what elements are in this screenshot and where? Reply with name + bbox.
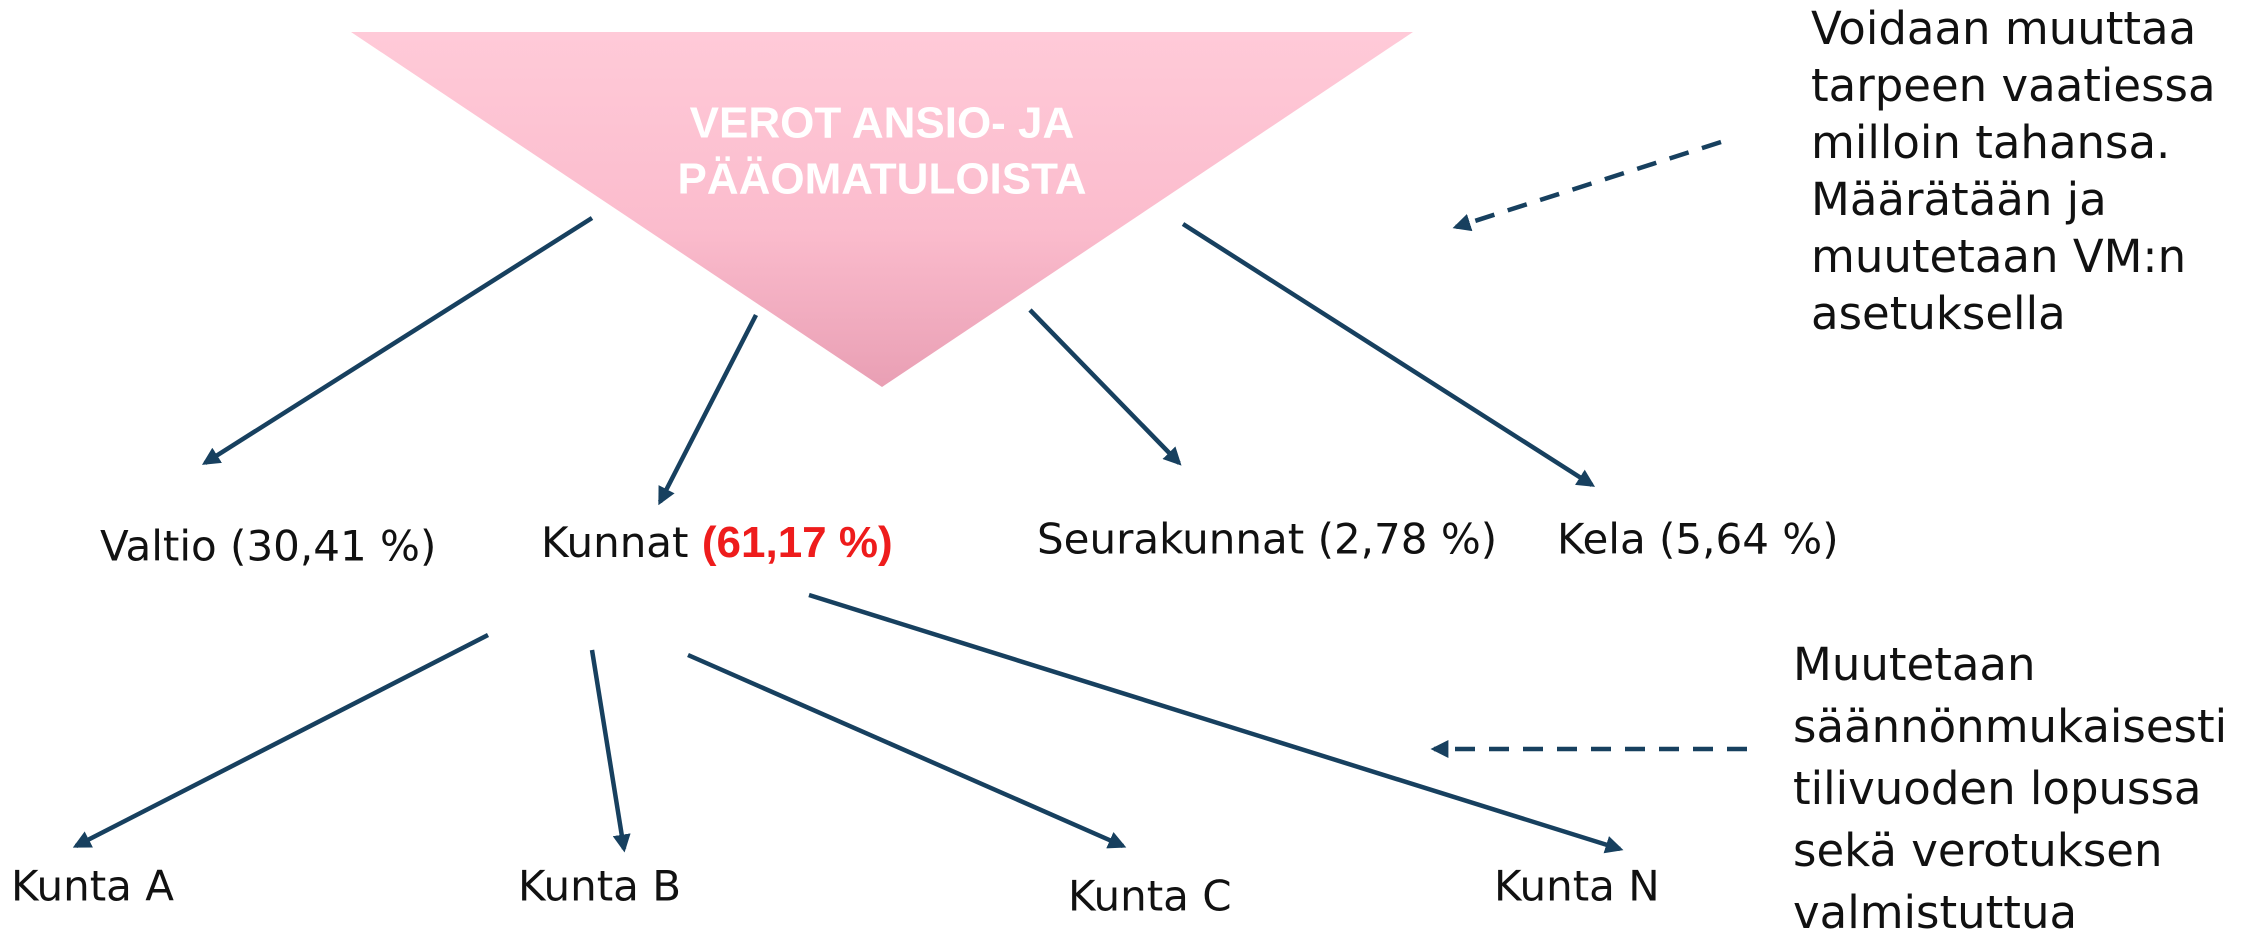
arrow <box>201 216 594 465</box>
note-line: sekä verotuksen <box>1793 824 2163 877</box>
recipient-share: (61,17 %) <box>702 518 893 567</box>
arrow <box>808 592 1624 854</box>
arrow <box>72 632 490 849</box>
tax-triangle <box>351 32 1413 387</box>
note-line: Muutetaan <box>1793 638 2036 691</box>
arrow <box>1028 308 1182 466</box>
title-line: PÄÄOMATULOISTA <box>678 155 1087 204</box>
note-line: valmistuttua <box>1793 886 2077 939</box>
arrow <box>687 652 1127 849</box>
recipient-label: Valtio (30,41 %) <box>100 522 436 571</box>
dashed-arrow <box>1452 139 1722 232</box>
note-line: Voidaan muuttaa <box>1811 2 2196 55</box>
note-line: Määrätään ja <box>1811 173 2107 226</box>
municipality-label: Kunta A <box>11 862 174 911</box>
note-line: milloin tahansa. <box>1811 116 2170 169</box>
arrow <box>589 649 631 853</box>
title-line: VEROT ANSIO- JA <box>690 99 1075 148</box>
note-line: muutetaan VM:n <box>1811 230 2186 283</box>
municipality-label: Kunta C <box>1068 872 1232 921</box>
arrow <box>657 313 759 506</box>
recipient-label: Seurakunnat (2,78 %) <box>1037 515 1497 564</box>
recipient-label: Kela (5,64 %) <box>1557 515 1839 564</box>
arrow <box>1181 222 1596 487</box>
municipality-label: Kunta B <box>518 862 681 911</box>
recipient-label: Kunnat (61,17 %) <box>541 518 893 567</box>
municipality-label: Kunta N <box>1494 862 1660 911</box>
note-line: tilivuoden lopussa <box>1793 762 2202 815</box>
note-line: säännönmukaisesti <box>1793 700 2227 753</box>
note-line: asetuksella <box>1811 287 2066 340</box>
note-line: tarpeen vaatiessa <box>1811 59 2216 112</box>
recipient-name: Kunnat <box>541 518 689 567</box>
